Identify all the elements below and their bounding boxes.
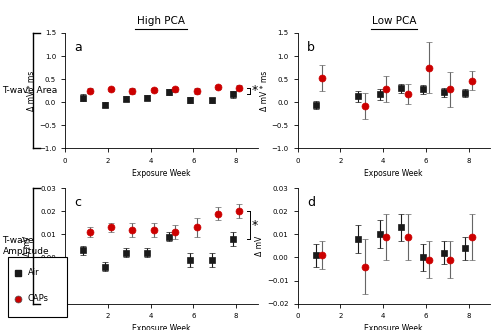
Y-axis label: Δ mV: Δ mV (255, 236, 264, 256)
Y-axis label: Δ mV: Δ mV (22, 236, 32, 256)
Text: T-wave Area: T-wave Area (2, 86, 58, 95)
Y-axis label: Δ mV * ms: Δ mV * ms (27, 71, 36, 111)
Text: CAPs: CAPs (28, 294, 49, 304)
Text: High PCA: High PCA (137, 16, 185, 26)
Text: Low PCA: Low PCA (372, 16, 416, 26)
Text: *: * (252, 84, 258, 97)
Text: d: d (307, 196, 315, 209)
Text: c: c (74, 196, 82, 209)
Text: b: b (307, 41, 315, 54)
Text: Air: Air (28, 268, 40, 277)
X-axis label: Exposure Week: Exposure Week (364, 169, 423, 178)
X-axis label: Exposure Week: Exposure Week (132, 169, 190, 178)
Y-axis label: Δ mV * ms: Δ mV * ms (260, 71, 268, 111)
FancyBboxPatch shape (8, 257, 67, 317)
X-axis label: Exposure Week: Exposure Week (132, 324, 190, 330)
X-axis label: Exposure Week: Exposure Week (364, 324, 423, 330)
Text: *: * (252, 218, 258, 232)
Text: T-wave
Amplitude: T-wave Amplitude (2, 236, 49, 255)
Text: a: a (74, 41, 82, 54)
